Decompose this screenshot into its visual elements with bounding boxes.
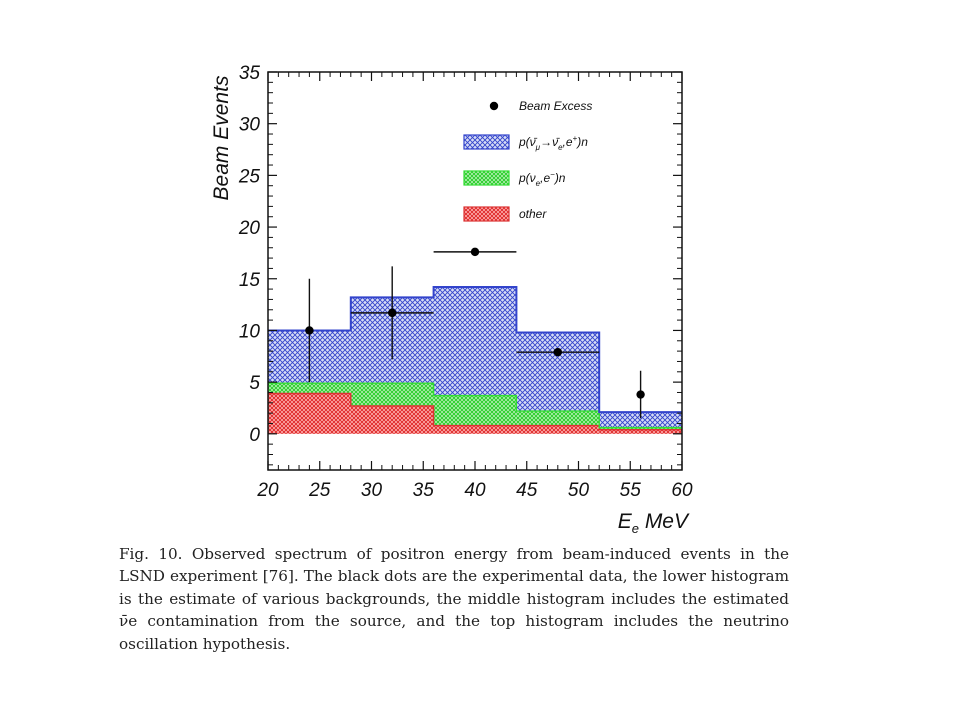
- y-tick-label: 10: [239, 321, 261, 342]
- data-point: [636, 390, 645, 399]
- x-tick-label: 40: [464, 480, 486, 501]
- legend-label-main: p(ν̄: [518, 135, 538, 149]
- x-tick-label: 55: [620, 480, 642, 501]
- legend-label-sub: e: [536, 179, 541, 188]
- y-tick-label: 15: [239, 270, 261, 291]
- bar-other-bin-5: [599, 429, 682, 434]
- bar-oscillation-bin-3: [433, 287, 517, 396]
- histogram-outlines: [268, 286, 682, 431]
- x-tick-label: 30: [361, 480, 383, 501]
- legend-label-mid: ,e: [540, 171, 550, 185]
- y-tick-label: 35: [239, 63, 261, 84]
- lsnd-spectrum-chart: 20 25 30 35 40 45 50 55 60 0 5 10 15 20 25 30 35 Beam Ex…: [210, 63, 693, 536]
- y-tick-label: 20: [238, 218, 261, 239]
- y-tick-label: 30: [239, 115, 261, 136]
- x-tick-label: 20: [256, 480, 279, 501]
- figure-caption: Fig. 10. Observed spectrum of positron e…: [119, 545, 789, 653]
- y-axis-title: Beam Events: [210, 75, 233, 200]
- legend-label: p(ν̄μ→ν̄e,e+)n: [518, 134, 588, 152]
- bar-oscillation-bin-5: [599, 412, 682, 428]
- axis-ticks: 20 25 30 35 40 45 50 55 60 0 5 10 15 20 25 30 35: [238, 63, 693, 501]
- data-point: [553, 347, 562, 357]
- legend-label-main: p(ν: [518, 171, 536, 185]
- legend-label-sub: μ: [535, 143, 541, 152]
- x-title-sub: e: [632, 521, 639, 536]
- outline-nue-background: [268, 382, 682, 429]
- y-tick-label: 0: [249, 425, 260, 446]
- bar-oscillation-bin-4: [516, 332, 600, 412]
- histogram-bars: [268, 287, 682, 434]
- outline-oscillation: [268, 286, 682, 414]
- bar-nue-background-bin-2: [350, 383, 434, 406]
- x-title-main: E: [618, 510, 633, 533]
- legend-label: p(νe,e−)n: [518, 170, 566, 188]
- data-point: [388, 308, 397, 318]
- bar-other-bin-2: [350, 405, 434, 434]
- beam-excess-points: [305, 247, 645, 419]
- data-point: [470, 247, 480, 257]
- legend-label: Beam Excess: [519, 99, 592, 113]
- legend-label-mid: →ν̄: [540, 135, 560, 149]
- x-tick-label: 25: [308, 480, 331, 501]
- data-point: [305, 326, 314, 335]
- legend-swatch: [463, 206, 510, 222]
- legend-swatch: [463, 170, 510, 186]
- legend-label-sup: −: [550, 170, 555, 179]
- bar-nue-background-bin-3: [433, 395, 517, 426]
- x-tick-label: 35: [413, 480, 435, 501]
- legend-marker: [489, 101, 499, 111]
- legend-label-main: Beam Excess: [519, 99, 592, 113]
- legend-label-sub: e: [558, 143, 563, 152]
- y-tick-label: 25: [238, 166, 261, 187]
- bar-nue-background-bin-4: [516, 411, 600, 426]
- x-title-unit: MeV: [639, 510, 690, 533]
- y-tick-label: 5: [249, 373, 260, 394]
- bar-other-bin-3: [433, 425, 517, 434]
- legend-swatch: [463, 134, 510, 150]
- legend-label-end: )n: [553, 171, 566, 185]
- bar-nue-background-bin-5: [599, 427, 682, 430]
- bar-nue-background-bin-1: [268, 383, 351, 394]
- x-tick-label: 50: [568, 480, 590, 501]
- bar-other-bin-1: [268, 393, 351, 434]
- legend-label-end: )n: [575, 135, 588, 149]
- legend-label-after: ,e: [563, 135, 573, 149]
- x-axis-title: Ee MeV: [618, 510, 690, 536]
- x-tick-label: 45: [516, 480, 538, 501]
- legend-label: other: [519, 207, 547, 221]
- legend-label-sup: +: [573, 134, 578, 143]
- legend-label-main: other: [519, 207, 547, 221]
- x-tick-label: 60: [671, 480, 693, 501]
- bar-other-bin-4: [516, 425, 600, 434]
